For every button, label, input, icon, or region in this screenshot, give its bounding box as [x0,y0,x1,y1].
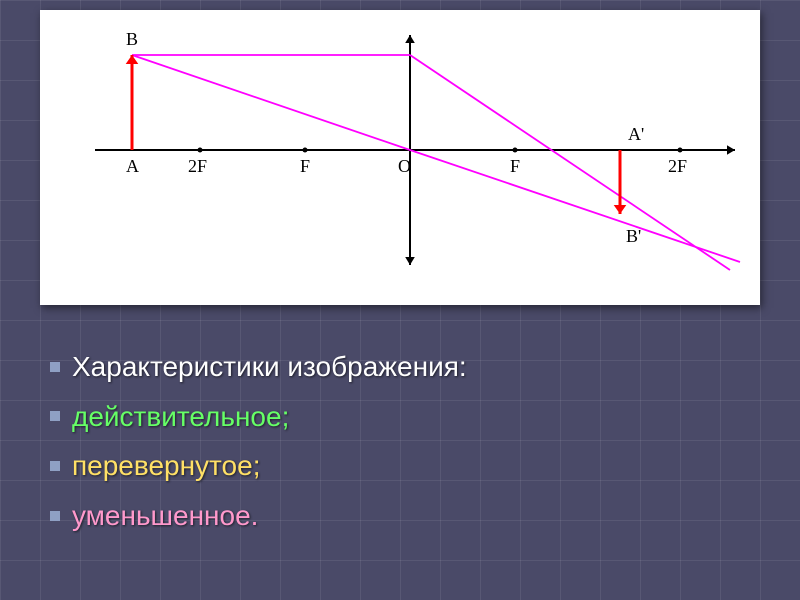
svg-text:O: O [398,156,411,176]
bullet-marker-icon [50,362,60,372]
svg-text:F: F [510,156,520,176]
characteristics-list: Характеристики изображения: действительн… [50,350,750,548]
bullet-row: Характеристики изображения: [50,350,750,384]
bullet-marker-icon [50,461,60,471]
optics-diagram-svg: A 2F F O F A' 2F B B' [40,10,760,305]
bullet-row: уменьшенное. [50,499,750,533]
svg-text:A: A [126,156,139,176]
svg-text:B: B [126,29,138,49]
bullet-marker-icon [50,511,60,521]
svg-text:A': A' [628,124,644,144]
optics-diagram-panel: A 2F F O F A' 2F B B' [40,10,760,305]
svg-text:2F: 2F [668,156,687,176]
svg-text:F: F [300,156,310,176]
bullet-text-reduced: уменьшенное. [72,499,258,533]
svg-text:B': B' [626,226,641,246]
bullet-text-inverted: перевернутое; [72,449,260,483]
bullet-row: перевернутое; [50,449,750,483]
bullet-row: действительное; [50,400,750,434]
bullet-text-real: действительное; [72,400,289,434]
svg-text:2F: 2F [188,156,207,176]
bullet-marker-icon [50,411,60,421]
bullet-text-heading: Характеристики изображения: [72,350,467,384]
